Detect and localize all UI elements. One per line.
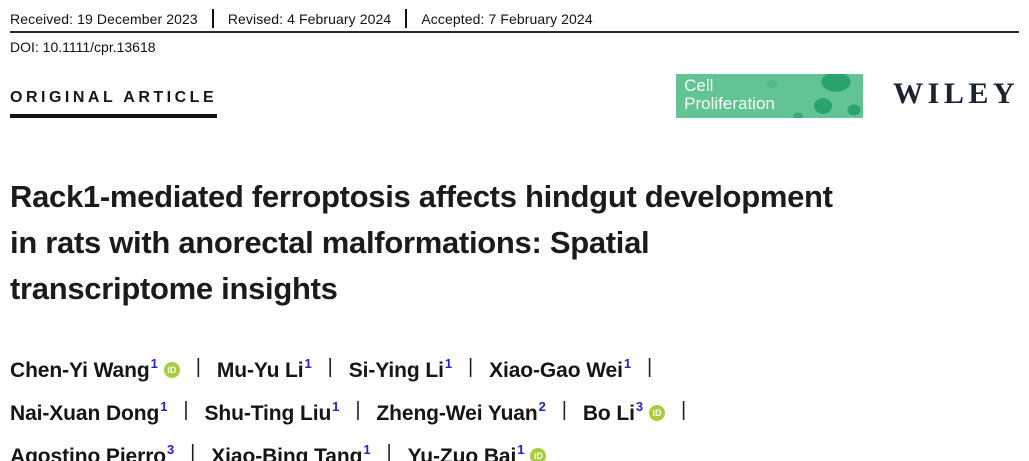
author-separator: | bbox=[327, 356, 333, 378]
author-line: Chen-Yi Wang1 iD | Mu-Yu Li1 | Si-Ying Li1 | Xi… bbox=[10, 346, 1019, 389]
author-line: Agostino Pierro3 | Xiao-Bing Tang1 | Yu-Zuo … bbox=[10, 432, 1019, 461]
author-line: Nai-Xuan Dong1 | Shu-Ting Liu1 | Zheng-Wei Y… bbox=[10, 389, 1019, 432]
author-affiliation-superscript: 3 bbox=[167, 442, 175, 457]
revised-date: Revised: 4 February 2024 bbox=[227, 10, 392, 27]
author-affiliation-superscript: 1 bbox=[623, 356, 631, 371]
author-separator: | bbox=[355, 399, 361, 421]
author-name: Si-Ying Li1 bbox=[348, 356, 452, 382]
orcid-icon[interactable]: iD bbox=[163, 362, 180, 378]
author-separator: | bbox=[190, 442, 196, 461]
doi-text: DOI: 10.1111/cpr.13618 bbox=[10, 39, 156, 55]
author-name: Chen-Yi Wang1 iD bbox=[10, 346, 180, 389]
author-name: Xiao-Gao Wei1 bbox=[489, 356, 631, 382]
vertical-divider bbox=[405, 9, 408, 28]
author-separator: | bbox=[681, 399, 687, 421]
title-line-1: Rack1-mediated ferroptosis affects hindg… bbox=[10, 179, 833, 214]
orcid-icon[interactable]: iD bbox=[530, 448, 547, 461]
author-affiliation-superscript: 1 bbox=[332, 399, 340, 414]
author-affiliation-superscript: 1 bbox=[160, 399, 168, 414]
author-name: Bo Li3 iD bbox=[583, 389, 665, 432]
author-separator: | bbox=[467, 356, 474, 378]
article-title: Rack1-mediated ferroptosis affects hindg… bbox=[10, 174, 1019, 312]
vertical-divider bbox=[211, 9, 214, 28]
author-name: Zheng-Wei Yuan2 bbox=[376, 399, 546, 425]
author-name: Yu-Zuo Bai1 iD bbox=[408, 432, 547, 461]
submission-dates-row: Received: 19 December 2023 Revised: 4 Fe… bbox=[10, 9, 1019, 33]
author-separator: | bbox=[183, 399, 189, 421]
author-affiliation-superscript: 1 bbox=[304, 356, 312, 371]
orcid-icon[interactable]: iD bbox=[649, 405, 665, 421]
journal-branding: Cell Proliferation WILEY bbox=[676, 74, 1019, 118]
author-separator: | bbox=[647, 356, 653, 378]
journal-name-line2: Proliferation bbox=[684, 94, 775, 113]
wiley-logo: WILEY bbox=[893, 77, 1019, 110]
article-header-row: ORIGINAL ARTICLE Cell Proliferation WILE… bbox=[10, 70, 1019, 118]
journal-name-line1: Cell bbox=[684, 76, 714, 95]
cell-proliferation-logo: Cell Proliferation bbox=[676, 74, 864, 118]
author-affiliation-superscript: 1 bbox=[150, 356, 158, 371]
author-separator: | bbox=[386, 442, 392, 461]
author-separator: | bbox=[561, 399, 567, 421]
author-affiliation-superscript: 3 bbox=[635, 399, 643, 414]
author-affiliation-superscript: 1 bbox=[363, 442, 371, 457]
author-name: Agostino Pierro3 bbox=[10, 442, 175, 461]
author-affiliation-superscript: 2 bbox=[538, 399, 546, 414]
accepted-date: Accepted: 7 February 2024 bbox=[421, 10, 593, 27]
author-affiliation-superscript: 1 bbox=[517, 442, 525, 457]
author-separator: | bbox=[195, 356, 201, 378]
author-name: Xiao-Bing Tang1 bbox=[211, 442, 371, 461]
author-name: Nai-Xuan Dong1 bbox=[10, 399, 168, 425]
received-date: Received: 19 December 2023 bbox=[10, 10, 198, 27]
article-type-label: ORIGINAL ARTICLE bbox=[10, 89, 218, 118]
author-affiliation-superscript: 1 bbox=[444, 356, 452, 371]
title-line-3: transcriptome insights bbox=[10, 271, 338, 306]
title-line-2: in rats with anorectal malformations: Sp… bbox=[10, 225, 650, 260]
author-name: Mu-Yu Li1 bbox=[216, 356, 312, 382]
author-lines: Chen-Yi Wang1 iD | Mu-Yu Li1 | Si-Ying Li1 | Xi… bbox=[10, 346, 1019, 461]
author-name: Shu-Ting Liu1 bbox=[204, 399, 340, 425]
